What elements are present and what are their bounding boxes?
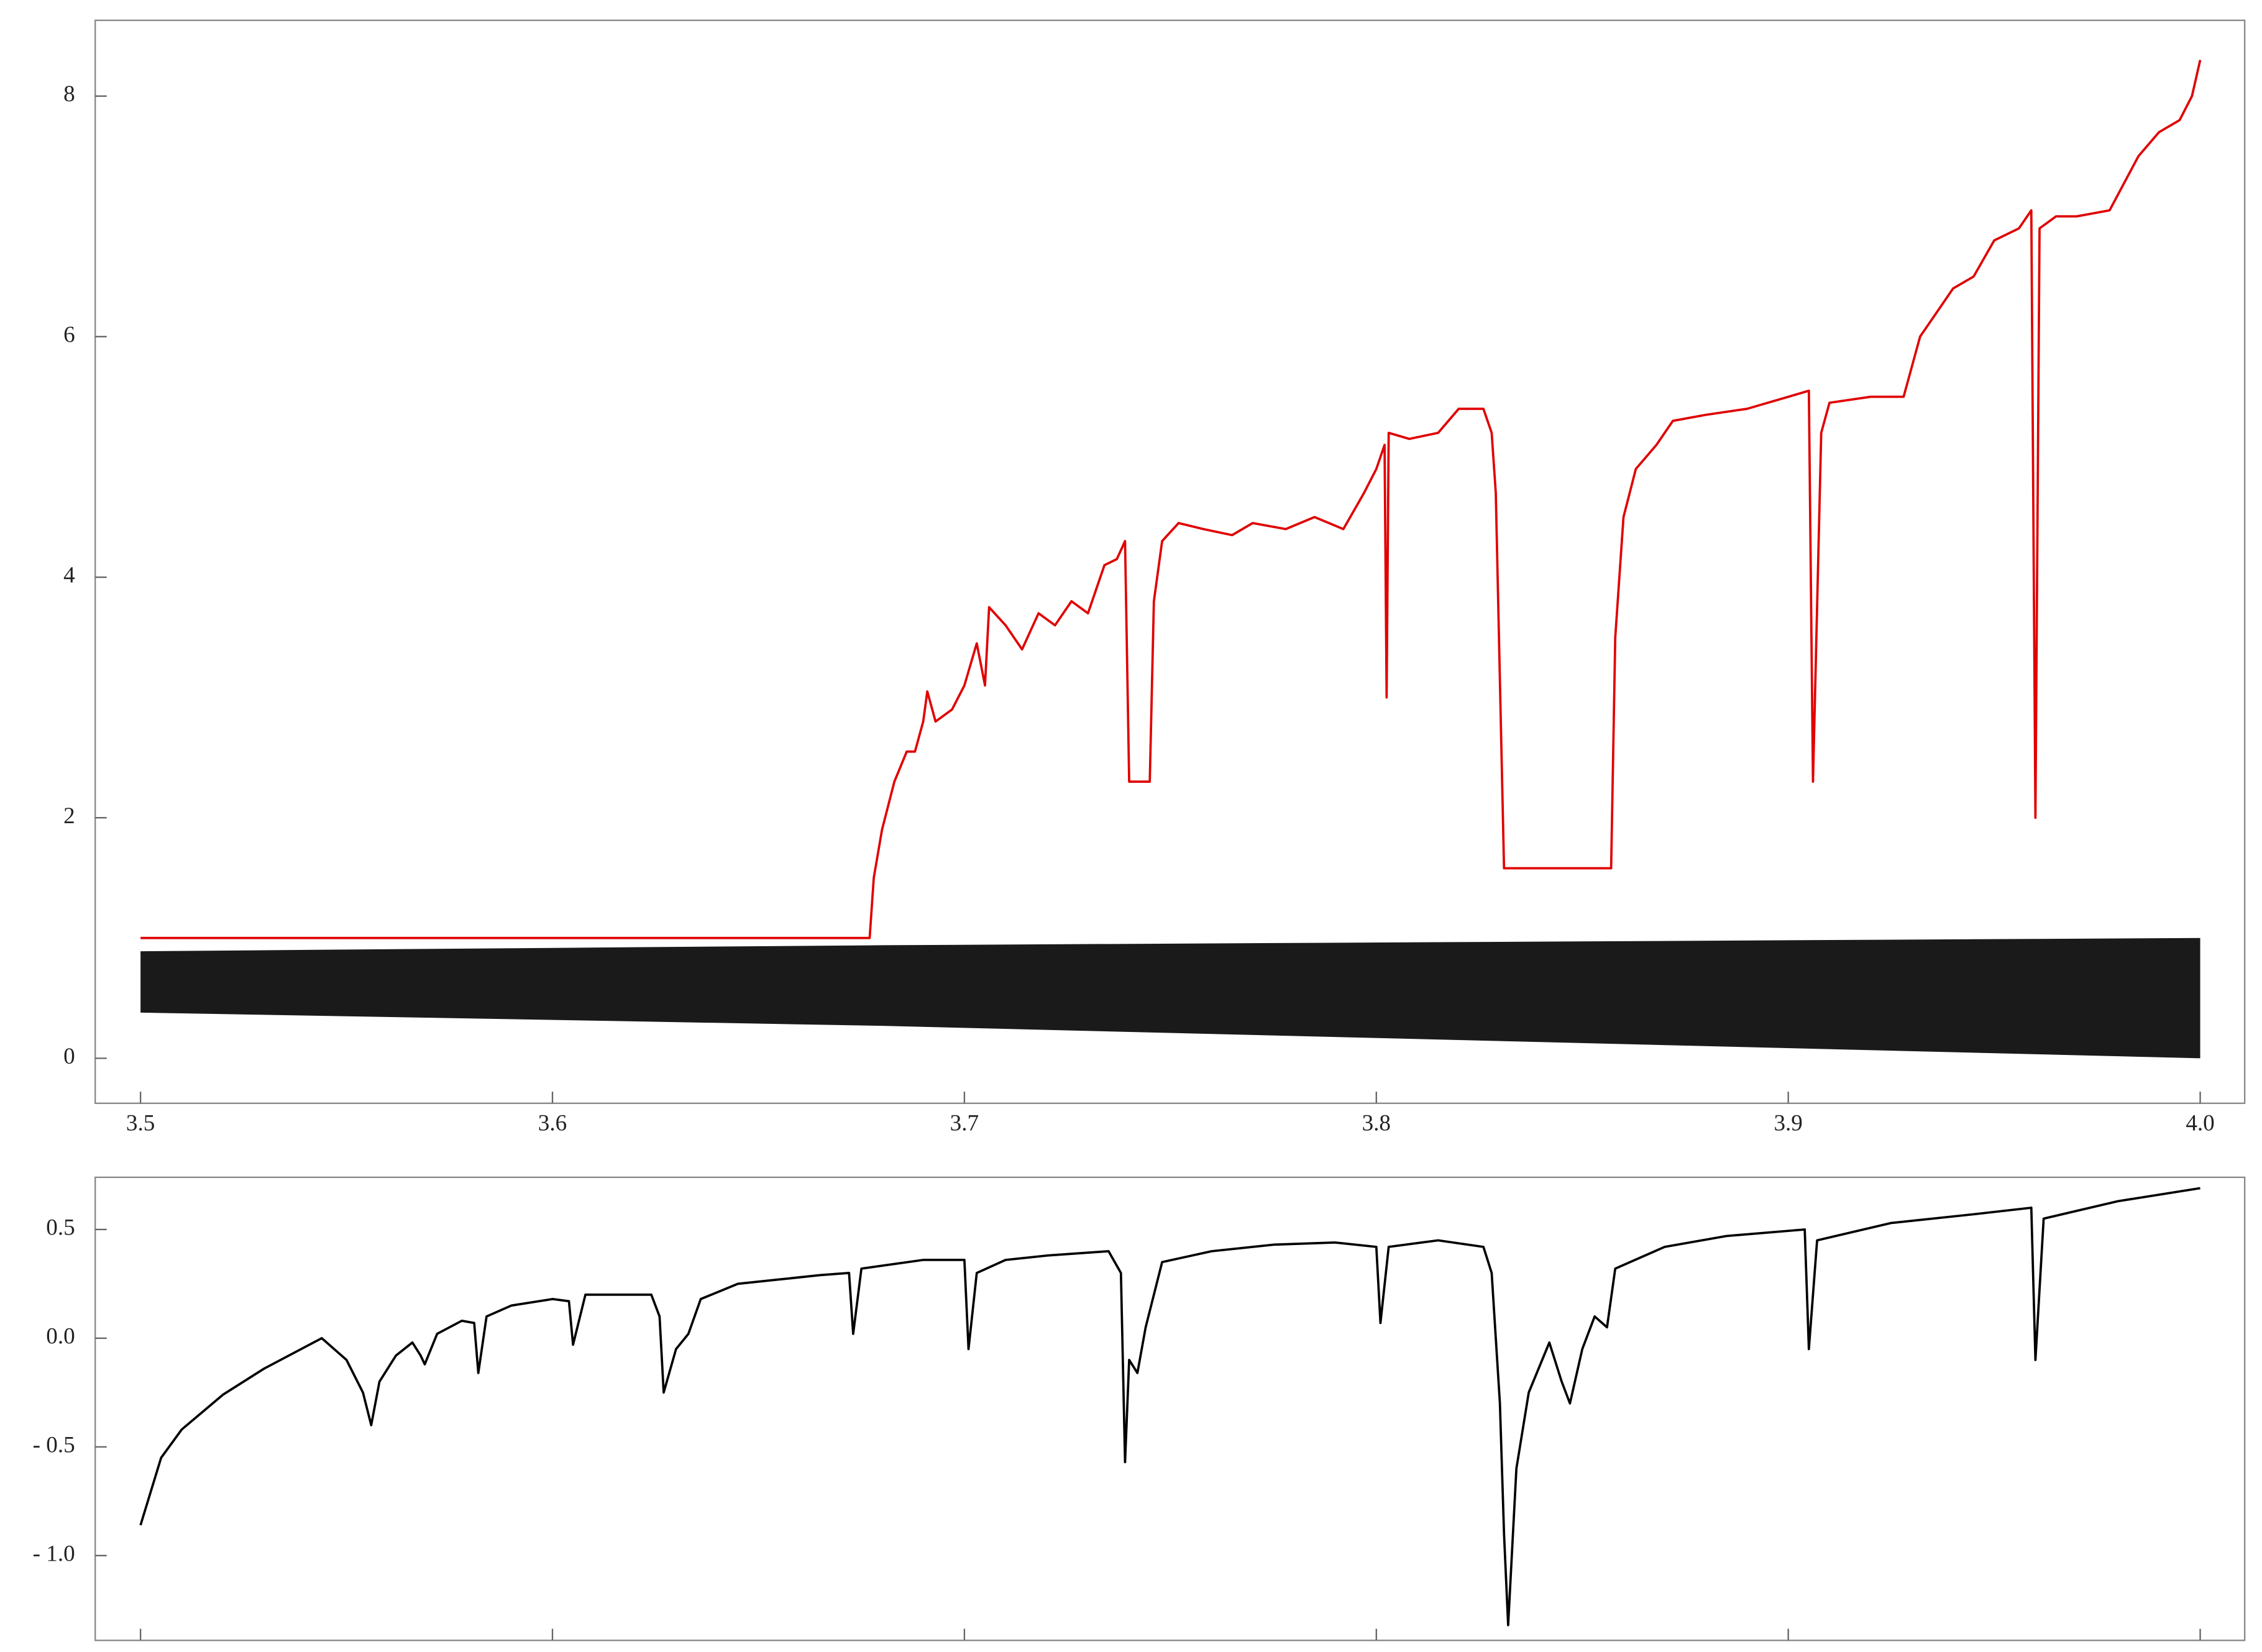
plot-frame [94, 19, 2246, 1104]
bifurcation-band [140, 938, 2200, 1059]
y-tick-label: 0.0 [46, 1323, 75, 1349]
x-tick-label: 4.0 [2186, 1110, 2214, 1136]
y-tick-label: - 1.0 [33, 1541, 75, 1566]
x-tick-label: 3.8 [1362, 1110, 1391, 1136]
x-tick-label: 3.5 [126, 1110, 155, 1136]
y-tick-label: 2 [63, 803, 75, 829]
data-line [139, 1187, 2200, 1627]
x-tick-label: 3.7 [950, 1110, 979, 1136]
y-tick-label: 0.5 [46, 1215, 75, 1240]
plot-frame [94, 1176, 2246, 1641]
x-tick-label: 3.6 [538, 1110, 567, 1136]
data-line [140, 60, 2202, 939]
y-tick-label: 0 [63, 1044, 75, 1069]
x-tick-label: 3.9 [1774, 1110, 1802, 1136]
y-tick-label: 6 [63, 322, 75, 347]
y-tick-label: 8 [63, 81, 75, 107]
y-tick-label: - 0.5 [33, 1432, 75, 1458]
y-tick-label: 4 [63, 562, 75, 588]
